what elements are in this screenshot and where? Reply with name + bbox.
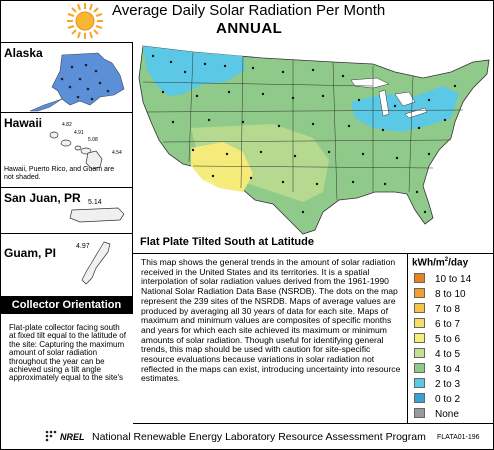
collector-orientation-title: Collector Orientation	[0, 297, 133, 314]
guam-inset: Guam, PI 4.97	[0, 233, 133, 297]
legend-item: 6 to 7	[414, 318, 460, 330]
legend-title-unit: kWh/m	[412, 257, 445, 269]
map-subtitle: ANNUAL	[216, 20, 283, 37]
great-lakes-region	[351, 86, 459, 132]
legend-swatch	[414, 303, 425, 313]
legend-item: 4 to 5	[414, 348, 460, 360]
hawaii-note: Hawaii, Puerto Rico, and Guam are not sh…	[4, 166, 115, 181]
legend-item: 5 to 6	[414, 333, 460, 345]
legend-title: kWh/m2/day	[412, 257, 468, 268]
legend-swatch	[414, 408, 425, 418]
footer-text: National Renewable Energy Laboratory Res…	[92, 431, 426, 443]
puerto-rico-map	[69, 207, 125, 223]
hawaii-label: Hawaii	[4, 116, 43, 130]
lake-superior	[350, 77, 390, 89]
legend-swatch	[414, 348, 425, 358]
guam-value: 4.97	[76, 243, 90, 250]
hawaii-value-3: 5.08	[88, 137, 98, 143]
legend-swatch	[414, 333, 425, 343]
legend-label: 0 to 2	[435, 394, 461, 405]
legend-label: 2 to 3	[435, 379, 461, 390]
collector-orientation-text: Flat-plate collector facing south at fix…	[9, 323, 126, 383]
legend-label: 4 to 5	[435, 349, 461, 360]
us-solar-map	[138, 45, 490, 235]
description-box: This map shows the general trends in the…	[133, 253, 408, 424]
legend-swatch	[414, 363, 425, 373]
legend-swatch	[414, 288, 425, 298]
hawaii-inset: Hawaii 4.82 4.91 5.08 4.54 Hawaii, Puert…	[0, 112, 133, 187]
san-juan-value: 5.14	[88, 199, 102, 206]
nrel-logo: NREL	[60, 432, 85, 442]
alaska-label: Alaska	[4, 46, 43, 60]
legend-title-sup: 2	[444, 257, 449, 263]
hawaii-map	[49, 131, 103, 170]
legend-swatch	[414, 273, 425, 283]
legend-item: None	[414, 408, 459, 420]
alaska-map	[29, 52, 125, 112]
alaska-inset: Alaska	[0, 42, 133, 112]
guam-map	[81, 241, 111, 285]
legend-label: None	[435, 409, 459, 420]
legend-item: 3 to 4	[414, 363, 460, 375]
legend-label: 10 to 14	[435, 274, 472, 285]
map-description: This map shows the general trends in the…	[141, 257, 401, 384]
legend: kWh/m2/day 10 to 14 8 to 10 7 to 8 6 to …	[408, 253, 494, 424]
hawaii-value-4: 4.54	[112, 150, 122, 156]
guam-label: Guam, PI	[4, 246, 57, 260]
legend-swatch	[414, 393, 425, 403]
legend-item: 0 to 2	[414, 393, 460, 405]
legend-label: 8 to 10	[435, 289, 466, 300]
legend-item: 10 to 14	[414, 273, 471, 285]
sun-icon	[67, 3, 103, 39]
legend-label: 3 to 4	[435, 364, 461, 375]
map-title: Average Daily Solar Radiation Per Month	[112, 2, 386, 19]
legend-item: 8 to 10	[414, 288, 466, 300]
legend-swatch	[414, 318, 425, 328]
lake-michigan	[378, 89, 390, 117]
legend-item: 2 to 3	[414, 378, 460, 390]
northwest-region	[143, 46, 245, 96]
san-juan-inset: San Juan, PR 5.14	[0, 187, 133, 233]
legend-title-suffix: /day	[448, 257, 469, 269]
lake-huron	[394, 91, 416, 107]
legend-label: 6 to 7	[435, 319, 461, 330]
hawaii-value-2: 4.91	[74, 130, 84, 136]
legend-swatch	[414, 378, 425, 388]
footer-code: FLATA01-196	[437, 434, 480, 441]
nrel-logo-icon	[45, 430, 57, 442]
hawaii-value-1: 4.82	[62, 122, 72, 128]
legend-item: 7 to 8	[414, 303, 460, 315]
footer: NREL National Renewable Energy Laborator…	[0, 424, 494, 450]
legend-label: 5 to 6	[435, 334, 461, 345]
desert-region	[203, 178, 219, 188]
header: Average Daily Solar Radiation Per Month …	[0, 0, 494, 42]
map-heading: Flat Plate Tilted South at Latitude	[140, 236, 314, 248]
san-juan-label: San Juan, PR	[4, 191, 81, 205]
legend-label: 7 to 8	[435, 304, 461, 315]
